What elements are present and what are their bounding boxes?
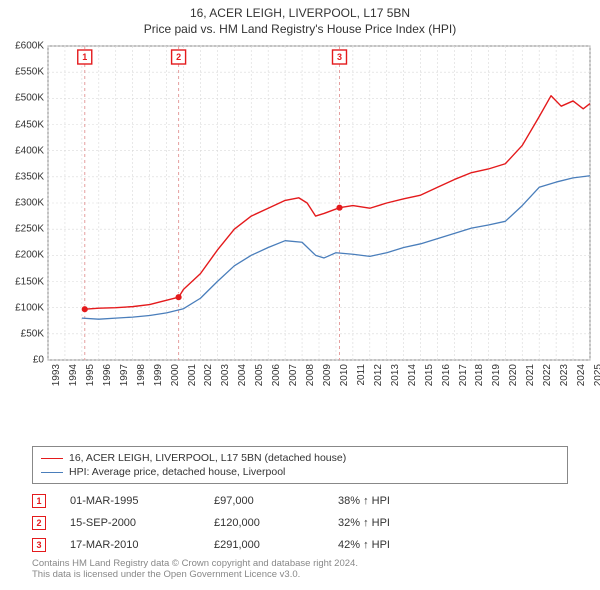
chart-title: 16, ACER LEIGH, LIVERPOOL, L17 5BN bbox=[0, 0, 600, 20]
event-marker: 1 bbox=[32, 494, 46, 508]
svg-text:3: 3 bbox=[337, 52, 342, 62]
x-tick-label: 2024 bbox=[576, 364, 587, 386]
x-tick-label: 2001 bbox=[187, 364, 198, 386]
legend-label: 16, ACER LEIGH, LIVERPOOL, L17 5BN (deta… bbox=[69, 452, 346, 464]
legend-item: 16, ACER LEIGH, LIVERPOOL, L17 5BN (deta… bbox=[41, 451, 559, 465]
event-price: £120,000 bbox=[214, 517, 314, 529]
legend: 16, ACER LEIGH, LIVERPOOL, L17 5BN (deta… bbox=[32, 446, 568, 484]
event-date: 17-MAR-2010 bbox=[70, 539, 190, 551]
x-tick-label: 2018 bbox=[474, 364, 485, 386]
event-price: £291,000 bbox=[214, 539, 314, 551]
event-row: 1 01-MAR-1995 £97,000 38% ↑ HPI bbox=[32, 490, 568, 512]
event-delta: 32% ↑ HPI bbox=[338, 517, 448, 529]
y-tick-label: £500K bbox=[15, 93, 44, 104]
x-tick-label: 2011 bbox=[356, 364, 367, 386]
x-tick-label: 1999 bbox=[153, 364, 164, 386]
event-marker: 3 bbox=[32, 538, 46, 552]
event-marker: 2 bbox=[32, 516, 46, 530]
legend-swatch bbox=[41, 458, 63, 459]
attribution: Contains HM Land Registry data © Crown c… bbox=[32, 558, 358, 581]
y-tick-label: £100K bbox=[15, 302, 44, 313]
x-tick-label: 1993 bbox=[51, 364, 62, 386]
x-tick-label: 1997 bbox=[119, 364, 130, 386]
x-tick-label: 2000 bbox=[170, 364, 181, 386]
y-tick-label: £300K bbox=[15, 198, 44, 209]
y-tick-label: £350K bbox=[15, 171, 44, 182]
y-tick-label: £50K bbox=[21, 328, 44, 339]
x-tick-label: 2010 bbox=[339, 364, 350, 386]
y-tick-label: £0 bbox=[33, 355, 44, 366]
x-tick-label: 1998 bbox=[136, 364, 147, 386]
x-tick-label: 1994 bbox=[68, 364, 79, 386]
y-tick-label: £550K bbox=[15, 67, 44, 78]
x-tick-label: 2005 bbox=[254, 364, 265, 386]
y-tick-label: £450K bbox=[15, 119, 44, 130]
x-tick-label: 1996 bbox=[102, 364, 113, 386]
event-table: 1 01-MAR-1995 £97,000 38% ↑ HPI 2 15-SEP-2000… bbox=[32, 490, 568, 556]
x-tick-label: 2015 bbox=[424, 364, 435, 386]
y-tick-label: £200K bbox=[15, 250, 44, 261]
x-tick-label: 2004 bbox=[237, 364, 248, 386]
x-tick-label: 2023 bbox=[559, 364, 570, 386]
svg-text:1: 1 bbox=[82, 52, 87, 62]
event-delta: 38% ↑ HPI bbox=[338, 495, 448, 507]
event-date: 15-SEP-2000 bbox=[70, 517, 190, 529]
svg-text:2: 2 bbox=[176, 52, 181, 62]
chart-container: 16, ACER LEIGH, LIVERPOOL, L17 5BN Price… bbox=[0, 0, 600, 590]
x-tick-label: 2013 bbox=[390, 364, 401, 386]
x-tick-label: 2002 bbox=[203, 364, 214, 386]
event-row: 3 17-MAR-2010 £291,000 42% ↑ HPI bbox=[32, 534, 568, 556]
x-tick-label: 2012 bbox=[373, 364, 384, 386]
x-tick-label: 2019 bbox=[491, 364, 502, 386]
x-tick-label: 2017 bbox=[458, 364, 469, 386]
event-delta: 42% ↑ HPI bbox=[338, 539, 448, 551]
legend-swatch bbox=[41, 472, 63, 473]
x-tick-label: 2021 bbox=[525, 364, 536, 386]
event-date: 01-MAR-1995 bbox=[70, 495, 190, 507]
x-tick-label: 2022 bbox=[542, 364, 553, 386]
legend-item: HPI: Average price, detached house, Live… bbox=[41, 465, 559, 479]
attribution-line2: This data is licensed under the Open Gov… bbox=[32, 569, 358, 580]
x-tick-label: 2008 bbox=[305, 364, 316, 386]
event-price: £97,000 bbox=[214, 495, 314, 507]
x-tick-label: 2007 bbox=[288, 364, 299, 386]
chart-subtitle: Price paid vs. HM Land Registry's House … bbox=[0, 20, 600, 36]
x-tick-label: 2020 bbox=[508, 364, 519, 386]
y-tick-label: £600K bbox=[15, 41, 44, 52]
chart-svg: 1 2 3 bbox=[0, 42, 600, 412]
chart-area: 1 2 3 £0 £50K £100K £150K £200K £250K £300K £350K… bbox=[0, 42, 600, 412]
x-tick-label: 2014 bbox=[407, 364, 418, 386]
event-row: 2 15-SEP-2000 £120,000 32% ↑ HPI bbox=[32, 512, 568, 534]
x-tick-label: 1995 bbox=[85, 364, 96, 386]
legend-label: HPI: Average price, detached house, Live… bbox=[69, 466, 285, 478]
x-tick-label: 2006 bbox=[271, 364, 282, 386]
x-tick-label: 2003 bbox=[220, 364, 231, 386]
y-tick-label: £250K bbox=[15, 224, 44, 235]
y-tick-label: £150K bbox=[15, 276, 44, 287]
x-tick-label: 2025 bbox=[593, 364, 600, 386]
x-tick-label: 2016 bbox=[441, 364, 452, 386]
x-tick-label: 2009 bbox=[322, 364, 333, 386]
attribution-line1: Contains HM Land Registry data © Crown c… bbox=[32, 558, 358, 569]
y-tick-label: £400K bbox=[15, 145, 44, 156]
